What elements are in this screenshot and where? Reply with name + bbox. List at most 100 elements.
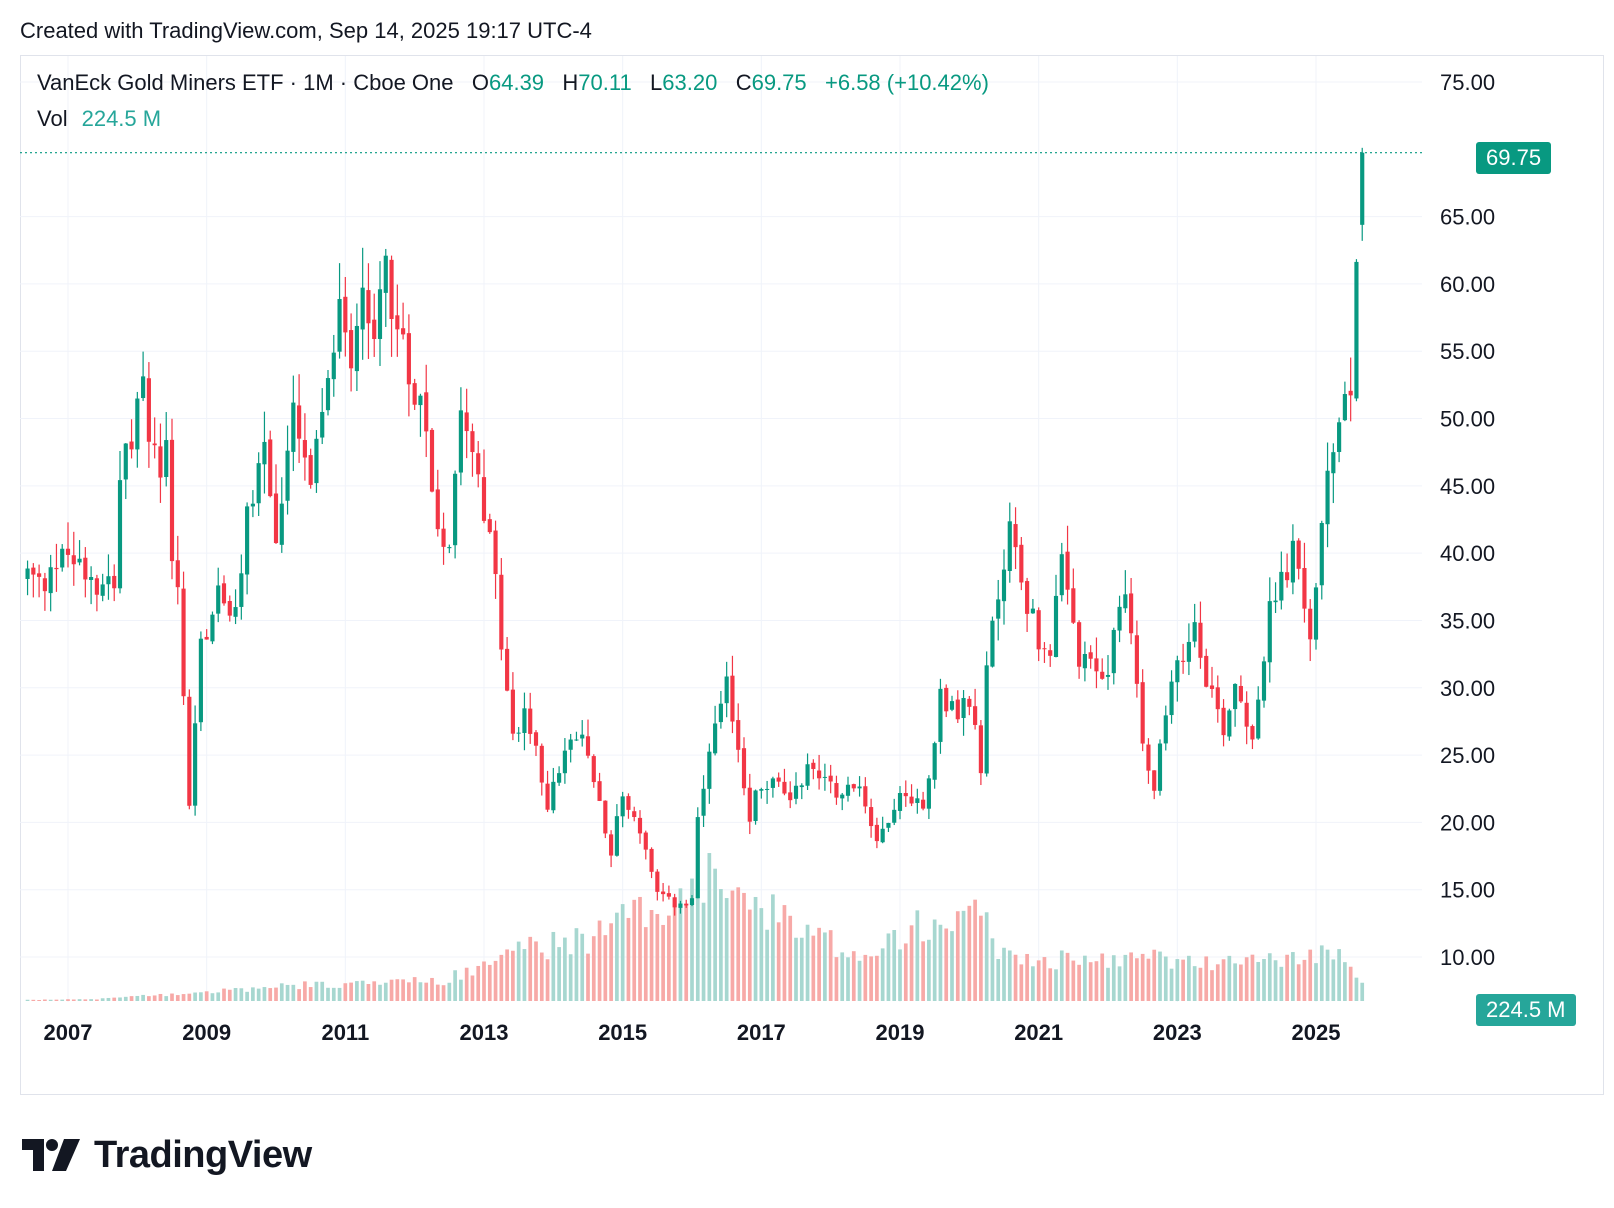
volume-bar <box>1175 959 1180 1001</box>
candle-body <box>874 824 879 842</box>
symbol-title[interactable]: VanEck Gold Miners ETF · 1M · Cboe One <box>37 70 454 95</box>
candle-body <box>1337 422 1342 452</box>
candle-body <box>539 745 544 783</box>
volume-bar <box>597 920 602 1001</box>
close-value: 69.75 <box>751 70 807 95</box>
candle-body <box>713 723 718 754</box>
volume-bar <box>1227 955 1232 1001</box>
volume-bar <box>1071 960 1076 1001</box>
tradingview-logo-icon <box>22 1139 80 1171</box>
candle-body <box>1290 540 1295 583</box>
volume-bar <box>372 981 377 1001</box>
volume-bar <box>805 924 810 1001</box>
candle-body <box>424 392 429 432</box>
volume-bar <box>493 960 498 1001</box>
price-tick-label: 60.00 <box>1440 272 1495 297</box>
volume-bar <box>620 904 625 1001</box>
volume-bars <box>25 853 1365 1001</box>
candle-body <box>1331 452 1336 474</box>
candle-body <box>585 736 591 756</box>
volume-bar <box>753 896 758 1001</box>
volume-bar <box>1054 969 1058 1001</box>
candle-body <box>1111 629 1116 674</box>
volume-bar <box>1325 949 1330 1001</box>
candle-body <box>649 848 654 872</box>
volume-bar <box>227 989 232 1001</box>
candle-body <box>799 785 804 788</box>
volume-bar <box>875 955 879 1001</box>
candle-body <box>1117 606 1122 631</box>
candle-body <box>1088 652 1093 659</box>
volume-bar <box>71 999 76 1001</box>
volume-label[interactable]: Vol <box>37 106 68 131</box>
candle-body <box>967 698 972 707</box>
volume-bar <box>337 987 342 1001</box>
candle-body <box>377 289 383 339</box>
volume-bar <box>909 925 914 1001</box>
candle-body <box>239 573 244 607</box>
volume-bar <box>349 982 353 1001</box>
volume-bar <box>430 977 434 1001</box>
volume-bar <box>1140 953 1145 1001</box>
candle-body <box>973 706 978 725</box>
volume-bar <box>1256 961 1261 1001</box>
volume-bar <box>216 992 221 1001</box>
candle-body <box>1238 685 1243 702</box>
volume-bar <box>863 954 868 1001</box>
candle-body <box>1186 641 1191 662</box>
volume-bar <box>54 999 59 1001</box>
volume-bar <box>256 988 261 1001</box>
volume-bar <box>360 980 365 1001</box>
volume-bar <box>649 910 654 1001</box>
candle-body <box>603 800 608 834</box>
volume-bar <box>1279 966 1284 1001</box>
volume-bar <box>950 931 954 1001</box>
candle-body <box>164 440 169 478</box>
candle-body <box>1007 521 1012 572</box>
volume-bar <box>840 952 845 1001</box>
candle-body <box>354 325 359 372</box>
volume-bar <box>89 999 93 1001</box>
price-tick-label: 75.00 <box>1440 70 1495 95</box>
chart-frame[interactable] <box>20 55 1604 1095</box>
candle-body <box>730 675 735 722</box>
time-tick-label: 2007 <box>44 1020 93 1045</box>
candle-body <box>574 739 579 741</box>
volume-bar <box>285 984 290 1001</box>
volume-bar <box>609 923 613 1001</box>
volume-bar <box>1002 947 1006 1001</box>
price-tick-label: 50.00 <box>1440 407 1495 432</box>
candle-body <box>909 796 914 804</box>
candle-body <box>25 568 30 579</box>
candle-body <box>1163 715 1168 744</box>
low-label: L <box>650 70 663 95</box>
candle-body <box>1360 152 1365 225</box>
volume-bar <box>1117 966 1122 1001</box>
candle-body <box>805 764 810 786</box>
candle-body <box>499 574 504 650</box>
volume-bar <box>747 909 752 1001</box>
volume-bar <box>603 935 608 1001</box>
volume-bar <box>1123 954 1128 1001</box>
price-chart[interactable]: 75.00 65.00 60.00 55.00 50.00 45.00 40.00 35.00… <box>0 0 1614 1100</box>
volume-bar <box>95 999 99 1001</box>
candle-body <box>736 720 741 750</box>
candle-body <box>1094 658 1099 672</box>
tradingview-brand[interactable]: TradingView <box>22 1132 312 1178</box>
candle-body <box>886 822 891 828</box>
volume-bar <box>505 949 509 1001</box>
volume-bar <box>1343 962 1347 1001</box>
volume-bar <box>921 941 925 1001</box>
candle-body <box>349 330 354 369</box>
volume-bar <box>690 878 694 1001</box>
volume-bar <box>944 928 949 1001</box>
volume-bar <box>77 999 82 1001</box>
volume-bar <box>482 961 486 1001</box>
candle-body <box>1042 648 1047 650</box>
candle-body <box>1077 622 1082 667</box>
candle-body <box>146 378 151 442</box>
volume-bar <box>239 988 244 1001</box>
candle-body <box>1082 653 1087 669</box>
candle-body <box>412 383 417 405</box>
candle-body <box>1285 572 1290 581</box>
